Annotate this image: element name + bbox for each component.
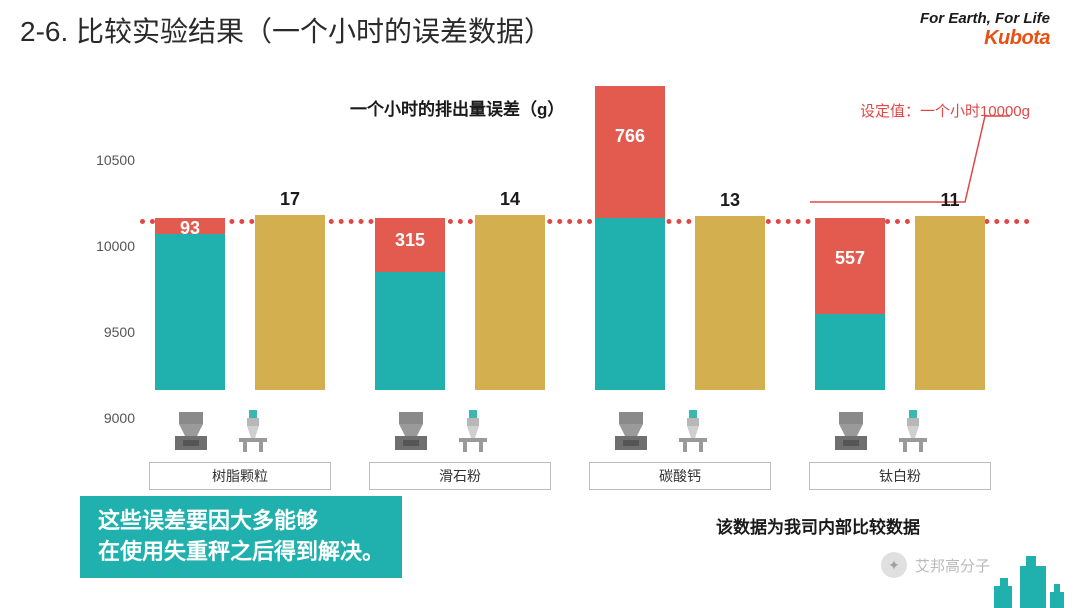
category-label: 滑石粉 xyxy=(369,462,551,490)
bar-right: 11 xyxy=(915,216,985,390)
machine-b-icon xyxy=(455,410,491,452)
page-number: 20 xyxy=(1021,572,1045,598)
category-label: 碳酸钙 xyxy=(589,462,771,490)
machine-a-icon xyxy=(613,410,649,452)
bar-right: 14 xyxy=(475,215,545,390)
category-label: 钛白粉 xyxy=(809,462,991,490)
machine-icon-pair xyxy=(393,410,491,452)
watermark: ✦ 艾邦高分子 xyxy=(881,552,990,578)
machine-b-icon xyxy=(895,410,931,452)
machine-b-icon xyxy=(235,410,271,452)
bar-error-value: 93 xyxy=(155,218,225,239)
brand-name: Kubota xyxy=(920,27,1050,50)
y-tick: 10500 xyxy=(90,152,135,168)
category-labels: 树脂颗粒 滑石粉 碳酸钙 钛白粉 xyxy=(140,462,1020,492)
callout-line-1: 这些误差要因大多能够 xyxy=(98,506,384,537)
brand-block: For Earth, For Life Kubota xyxy=(920,10,1050,50)
machine-b-icon xyxy=(675,410,711,452)
machine-icon-pair xyxy=(613,410,711,452)
y-tick: 9000 xyxy=(90,410,135,426)
bar-error-value: 17 xyxy=(255,189,325,210)
y-tick: 9500 xyxy=(90,324,135,340)
y-tick: 10000 xyxy=(90,238,135,254)
machine-icons-row xyxy=(140,410,1020,458)
bar-error-value: 14 xyxy=(475,189,545,210)
machine-icon-pair xyxy=(173,410,271,452)
chart-area: 一个小时的排出量误差（g） 设定值：一个小时10000g 93173151476… xyxy=(80,80,1040,410)
watermark-text: 艾邦高分子 xyxy=(915,555,990,576)
bar-right: 17 xyxy=(255,215,325,390)
category-label: 树脂颗粒 xyxy=(149,462,331,490)
bar-right: 13 xyxy=(695,216,765,390)
machine-a-icon xyxy=(833,410,869,452)
machine-icon-pair xyxy=(833,410,931,452)
bar-error-value: 315 xyxy=(375,230,445,251)
machine-a-icon xyxy=(173,410,209,452)
callout-box: 这些误差要因大多能够 在使用失重秤之后得到解决。 xyxy=(80,496,402,578)
callout-line-2: 在使用失重秤之后得到解决。 xyxy=(98,537,384,568)
brand-tagline: For Earth, For Life xyxy=(920,10,1050,27)
bar-left: 766 xyxy=(595,86,665,390)
chart-plot: 93 17 315 14 766 13 557 11 xyxy=(140,80,1020,390)
bar-left: 315 xyxy=(375,218,445,390)
page-title: 2-6. 比较实验结果（一个小时的误差数据） xyxy=(20,10,552,50)
footer-note: 该数据为我司内部比较数据 xyxy=(716,513,920,538)
bar-error-value: 11 xyxy=(915,190,985,211)
bar-left: 557 xyxy=(815,218,885,390)
wechat-icon: ✦ xyxy=(881,552,907,578)
bar-error-value: 766 xyxy=(595,126,665,147)
bar-error-value: 13 xyxy=(695,190,765,211)
bar-error-value: 557 xyxy=(815,248,885,269)
machine-a-icon xyxy=(393,410,429,452)
bar-left: 93 xyxy=(155,218,225,390)
